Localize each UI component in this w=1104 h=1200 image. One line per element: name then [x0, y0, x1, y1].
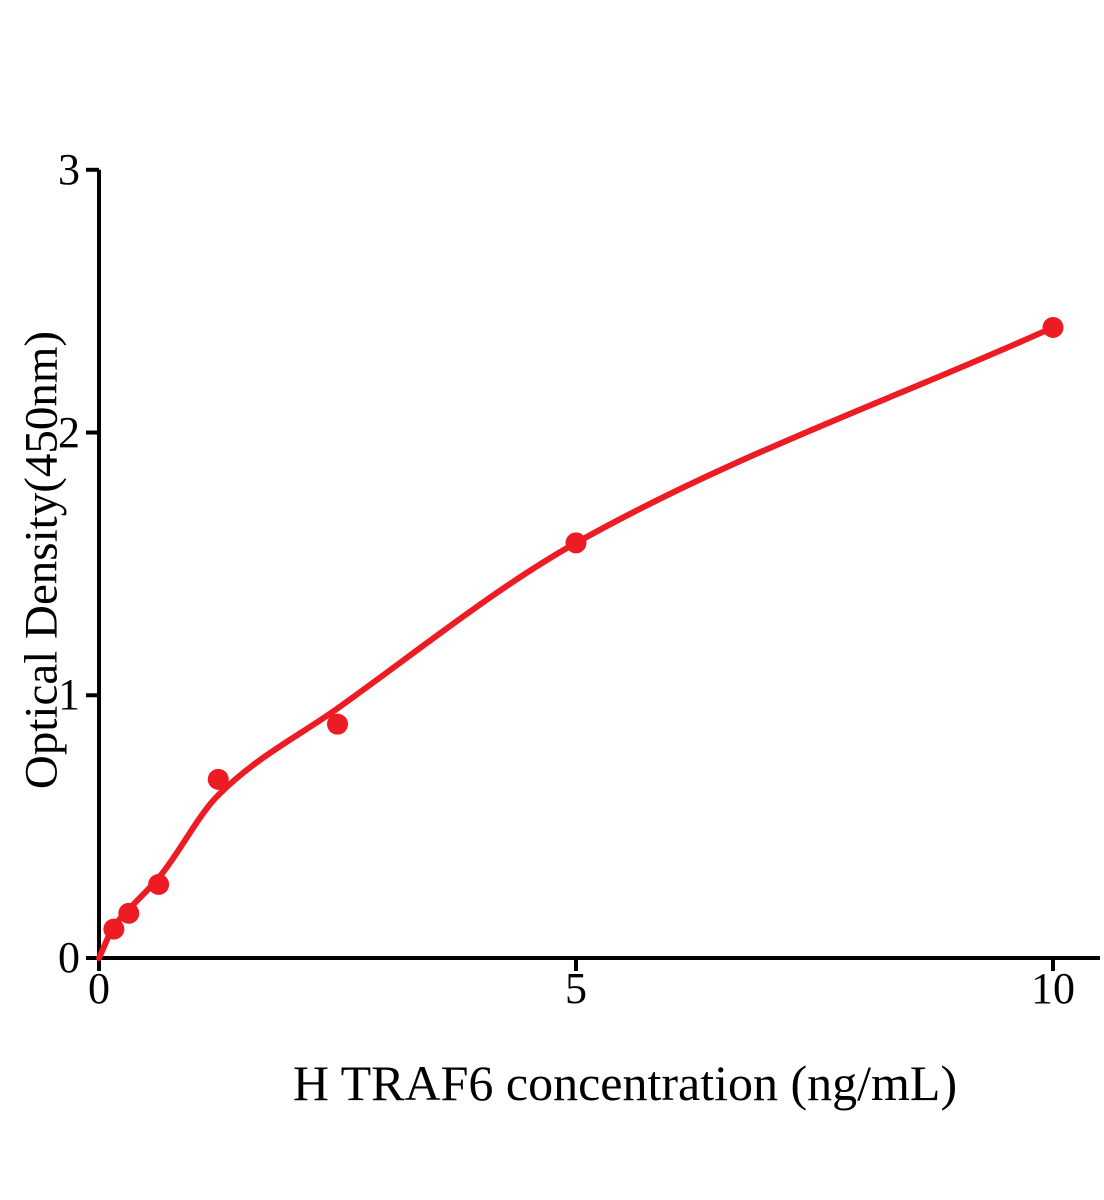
y-tick-label: 3	[58, 144, 80, 194]
y-tick-label: 2	[58, 407, 80, 457]
data-point	[327, 713, 348, 735]
x-tick-label: 0	[88, 964, 110, 1013]
fitted-curve	[96, 324, 1056, 961]
data-point	[565, 532, 587, 554]
y-axis-title: Optical Density(450nm)	[15, 330, 68, 790]
x-tick-label: 5	[565, 964, 587, 1013]
y-tick-label: 0	[58, 933, 80, 982]
data-point	[148, 873, 170, 895]
data-point	[118, 902, 140, 924]
x-axis-title: H TRAF6 concentration (ng/mL)	[292, 1055, 958, 1111]
y-tick-label: 1	[58, 670, 80, 720]
data-point	[1042, 316, 1064, 338]
data-point	[103, 918, 125, 940]
x-tick-label: 10	[1031, 964, 1075, 1013]
data-point	[207, 768, 229, 790]
